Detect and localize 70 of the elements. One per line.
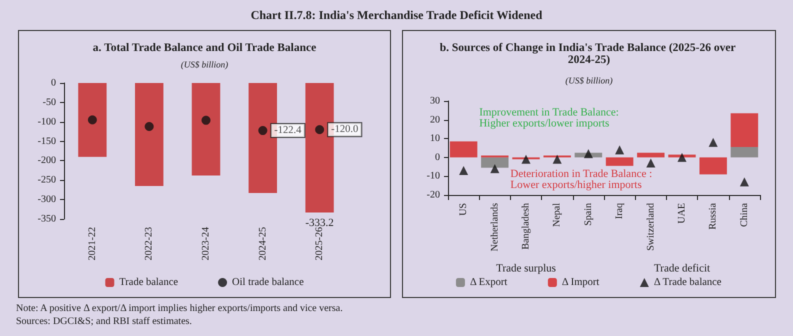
bar [450,141,478,158]
bar [730,147,758,158]
y-tick-label: -200 [38,155,56,166]
x-tick-label: Nepal [552,202,563,227]
y-tick-label: -20 [426,190,440,200]
data-label: -120.0 [331,124,358,136]
point [678,152,686,162]
y-tick-label: -250 [38,174,56,186]
point [490,164,500,174]
y-tick-label: 20 [430,114,440,126]
x-tick-label: 2024-25 [257,227,268,260]
chart-subtitle: (US$ billion) [180,60,228,70]
x-tick-label: China [738,202,750,227]
x-tick-label: Bangladesh [520,203,532,250]
point [202,116,210,125]
point [584,149,593,158]
y-tick-label: 0 [51,78,56,88]
point [522,154,530,164]
y-tick-label: -350 [38,214,56,224]
y-tick-label: 30 [430,96,440,106]
legend-label: Δ Trade balance [654,277,722,288]
x-tick-label: Spain [582,203,594,226]
point [740,177,749,186]
chart-title: a. Total Trade Balance and Oil Trade Balance [92,42,316,54]
bar [699,157,727,174]
bar [481,157,509,168]
point [552,154,562,164]
point [315,125,324,134]
y-tick-label: 10 [430,133,440,144]
point [459,166,468,176]
legend-label: Trade balance [119,277,178,288]
x-tick-label: 2025-26 [314,227,326,260]
bar [730,113,758,148]
text: Trade surplus [496,262,556,274]
bar [637,152,665,158]
point [646,158,656,168]
legend-label: Δ Import [562,277,600,288]
text: Note: A positive Δ export/Δ import implies higher exports/imports and vice versa. [16,302,343,315]
x-tick-label: Iraq [614,203,626,220]
y-tick-label: -300 [38,194,56,206]
x-tick-label: Russia [708,202,719,230]
x-tick-label: Netherlands [489,202,500,252]
text: Trade deficit [654,262,710,274]
data-label: -122.4 [274,125,302,136]
chart-subtitle: (US$ billion) [565,76,613,86]
annotation: Improvement in Trade Balance: Higher exports/lower imports [479,106,622,130]
y-tick-label: 0 [435,152,440,163]
point [708,138,718,147]
point [258,126,268,136]
bar [606,157,634,166]
x-tick-label: US [458,203,470,216]
chart-title: b. Sources of Change in India's Trade Balance (2025-26 over 2024-25) [440,42,738,66]
x-tick-label: UAE [676,203,688,224]
source-note: Sources: DGCI&S; and RBI staff estimates. [16,315,193,328]
x-tick-label: Switzerland [645,203,656,251]
y-tick-label: -10 [426,170,440,182]
x-tick-label: 2023-24 [200,227,212,260]
point [144,122,154,132]
text: Chart II.7.8: India's Merchandise Trade Deficit Widened [250,8,544,23]
point [615,145,624,154]
legend-label: Δ Export [470,277,508,288]
x-tick-label: 2021-22 [86,227,98,260]
legend-label: Oil trade balance [232,277,304,288]
y-tick-label: -50 [42,96,56,108]
point [88,115,97,124]
annotation: Deterioration in Trade Balance : Lower exports/higher imports [510,168,655,192]
y-tick-label: -150 [38,136,56,147]
x-tick-label: 2022-23 [144,227,155,260]
data-label: -333.2 [305,216,334,229]
y-tick-label: -100 [38,116,56,128]
